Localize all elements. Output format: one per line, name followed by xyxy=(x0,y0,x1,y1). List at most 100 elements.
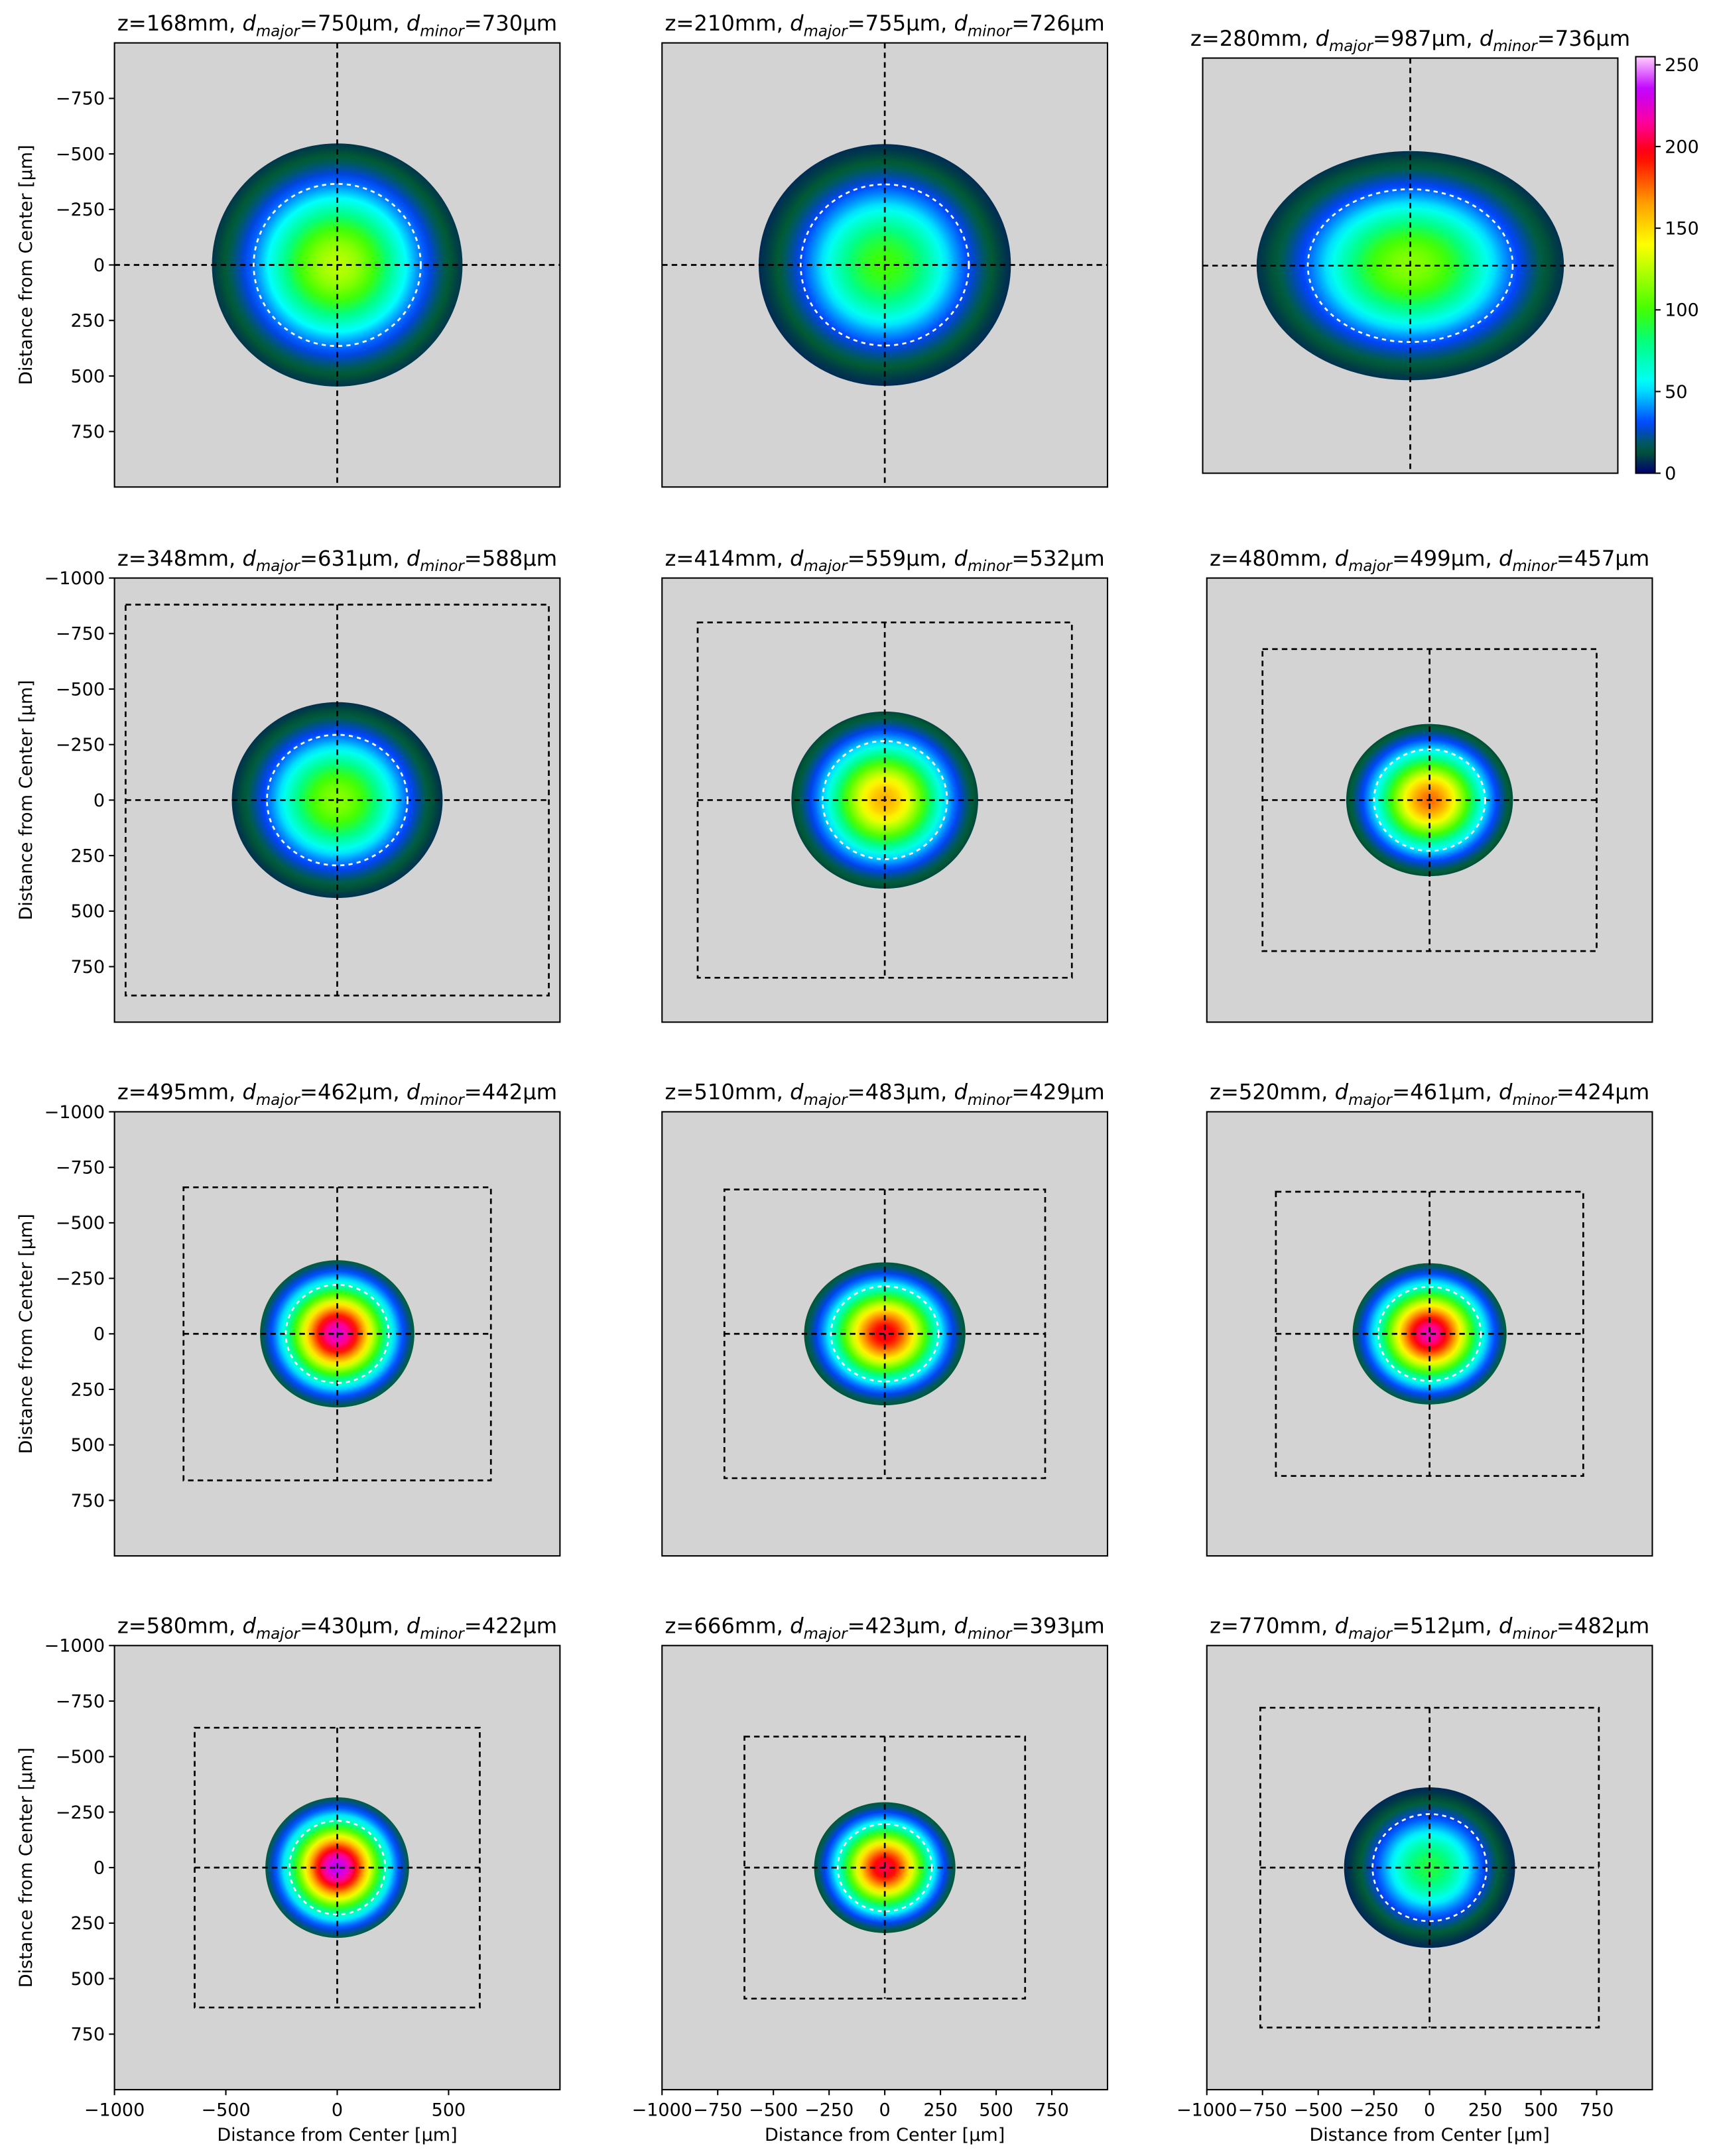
title-part: z=770mm, xyxy=(1210,1614,1335,1639)
title-part: d xyxy=(407,1614,420,1639)
beam-diameter-ellipse xyxy=(288,1820,387,1916)
y-tick-label: 750 xyxy=(70,2025,105,2045)
y-tick-label: −1000 xyxy=(44,1636,105,1657)
title-part: d xyxy=(242,11,256,36)
y-tick-label: −250 xyxy=(56,735,105,755)
panel-title: z=414mm, dmajor=559µm, dminor=532µm xyxy=(665,546,1104,575)
title-part: d xyxy=(407,1080,420,1105)
y-tick-label: −250 xyxy=(56,1269,105,1289)
title-part: major xyxy=(1348,558,1393,575)
x-axis-label: Distance from Center [µm] xyxy=(217,2125,457,2145)
title-part: =499µm, xyxy=(1392,546,1499,571)
panel-title: z=480mm, dmajor=499µm, dminor=457µm xyxy=(1210,546,1649,575)
y-tick-label: 750 xyxy=(70,957,105,978)
title-part: =424µm xyxy=(1556,1080,1649,1105)
y-tick-label: −750 xyxy=(56,89,105,109)
title-part: d xyxy=(1335,1080,1349,1105)
title-part: =482µm xyxy=(1556,1614,1649,1639)
y-tick-label: 500 xyxy=(70,1969,105,1990)
y-tick-label: −500 xyxy=(56,144,105,164)
title-part: d xyxy=(790,1614,804,1639)
title-part: z=348mm, xyxy=(117,546,243,571)
title-part: d xyxy=(1316,26,1330,51)
panel-title: z=210mm, dmajor=755µm, dminor=726µm xyxy=(665,11,1104,40)
colorbar-tick-label: 250 xyxy=(1665,55,1699,76)
x-tick-label: −500 xyxy=(201,2100,250,2120)
beam-diameter-ellipse xyxy=(1373,748,1486,852)
axes-frame xyxy=(661,1111,1109,1557)
y-tick-label: 0 xyxy=(94,255,105,276)
x-tick-label: −750 xyxy=(1238,2100,1287,2120)
title-part: =559µm, xyxy=(848,546,954,571)
panel: z=580mm, dmajor=430µm, dminor=422µm−1000… xyxy=(16,1614,561,2145)
x-tick-label: 750 xyxy=(1035,2100,1069,2120)
title-part: =457µm xyxy=(1556,546,1649,571)
y-tick-label: 500 xyxy=(70,366,105,387)
title-part: =750µm, xyxy=(300,11,407,36)
y-tick-label: −750 xyxy=(56,1158,105,1178)
title-part: d xyxy=(242,1614,256,1639)
y-tick-label: 250 xyxy=(70,1913,105,1934)
title-part: minor xyxy=(968,1625,1013,1643)
x-tick-label: −1000 xyxy=(632,2100,692,2120)
title-part: major xyxy=(804,1625,849,1643)
y-tick-label: −1000 xyxy=(44,1102,105,1123)
title-part: d xyxy=(790,546,804,571)
panel: z=495mm, dmajor=462µm, dminor=442µm−1000… xyxy=(16,1080,561,1557)
title-part: d xyxy=(242,1080,256,1105)
title-part: d xyxy=(1499,1080,1513,1105)
y-tick-label: 0 xyxy=(94,1858,105,1878)
y-tick-label: 0 xyxy=(94,1324,105,1345)
title-part: major xyxy=(256,558,301,575)
title-part: z=414mm, xyxy=(665,546,790,571)
y-tick-label: −500 xyxy=(56,1747,105,1767)
title-part: d xyxy=(790,11,804,36)
title-part: =532µm xyxy=(1011,546,1104,571)
panel: z=414mm, dmajor=559µm, dminor=532µm xyxy=(661,546,1109,1023)
title-part: minor xyxy=(420,1625,465,1643)
title-part: z=168mm, xyxy=(117,11,243,36)
panel: z=280mm, dmajor=987µm, dminor=736µm05010… xyxy=(1190,26,1699,484)
x-tick-label: 0 xyxy=(332,2100,343,2120)
axes-frame xyxy=(1206,1111,1653,1557)
title-part: =483µm, xyxy=(848,1080,954,1105)
colorbar-tick-label: 100 xyxy=(1665,300,1699,321)
x-tick-label: −500 xyxy=(1294,2100,1343,2120)
title-part: major xyxy=(1348,1092,1393,1109)
title-part: major xyxy=(1348,1625,1393,1643)
title-part: major xyxy=(1329,38,1374,55)
title-part: minor xyxy=(968,23,1013,40)
beam-diameter-ellipse xyxy=(799,183,970,347)
y-tick-label: 250 xyxy=(70,1379,105,1400)
axes-frame xyxy=(661,577,1109,1023)
title-part: d xyxy=(1499,1614,1513,1639)
title-part: minor xyxy=(420,558,465,575)
title-part: minor xyxy=(968,1092,1013,1109)
title-part: z=580mm, xyxy=(117,1614,243,1639)
title-part: major xyxy=(804,23,849,40)
y-tick-label: 0 xyxy=(94,791,105,811)
y-axis-label: Distance from Center [µm] xyxy=(16,145,36,385)
y-tick-label: 250 xyxy=(70,846,105,867)
panel: z=480mm, dmajor=499µm, dminor=457µm xyxy=(1206,546,1653,1023)
colorbar xyxy=(1635,56,1656,474)
title-part: z=280mm, xyxy=(1190,26,1316,51)
beam-spot xyxy=(1352,1263,1507,1405)
x-tick-label: 250 xyxy=(1468,2100,1503,2120)
title-part: z=510mm, xyxy=(665,1080,790,1105)
beam-diameter-ellipse xyxy=(253,182,422,348)
panel: z=666mm, dmajor=423µm, dminor=393µm−1000… xyxy=(632,1614,1109,2145)
title-part: =730µm xyxy=(464,11,557,36)
colorbar-tick-label: 150 xyxy=(1665,218,1699,239)
title-part: d xyxy=(954,1614,968,1639)
y-axis-label: Distance from Center [µm] xyxy=(16,1214,36,1454)
y-tick-label: −500 xyxy=(56,1213,105,1234)
panel-title: z=168mm, dmajor=750µm, dminor=730µm xyxy=(117,11,557,40)
title-part: major xyxy=(256,1625,301,1643)
panel: z=210mm, dmajor=755µm, dminor=726µm xyxy=(661,11,1109,488)
title-part: =512µm, xyxy=(1392,1614,1499,1639)
x-tick-label: −250 xyxy=(1350,2100,1399,2120)
title-part: =423µm, xyxy=(848,1614,954,1639)
title-part: z=210mm, xyxy=(665,11,790,36)
